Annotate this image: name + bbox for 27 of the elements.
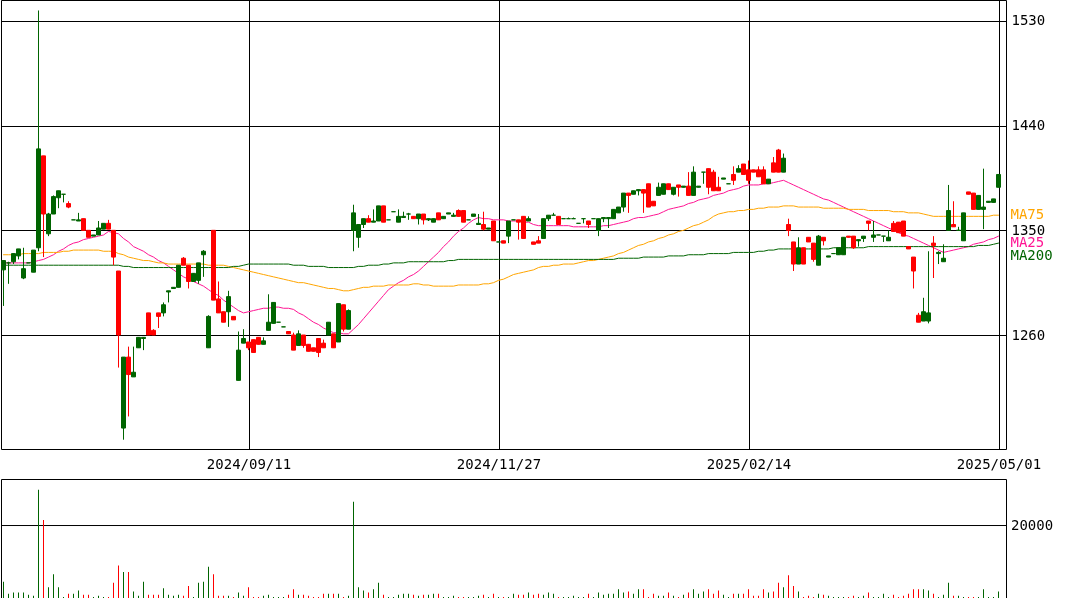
candlestick bbox=[951, 200, 956, 228]
candlestick bbox=[476, 213, 481, 225]
x-tick-label: 2024/09/11 bbox=[206, 455, 292, 472]
candlestick bbox=[686, 171, 691, 196]
candlestick bbox=[946, 184, 951, 231]
candlestick bbox=[226, 290, 231, 328]
y-tick-label: 1530 bbox=[1011, 12, 1046, 29]
y-tick-label: 1440 bbox=[1011, 117, 1046, 134]
candlestick bbox=[911, 256, 916, 289]
x-tick-label: 2025/02/14 bbox=[706, 455, 792, 472]
candlestick bbox=[791, 241, 796, 272]
x-tick-label: 2025/05/01 bbox=[956, 455, 1042, 472]
candlestick bbox=[126, 346, 131, 417]
candlestick bbox=[796, 236, 801, 265]
candlestick bbox=[931, 235, 936, 279]
candlestick bbox=[781, 153, 786, 173]
candlestick bbox=[506, 220, 511, 244]
candlestick bbox=[131, 346, 136, 378]
line-series bbox=[3, 205, 999, 292]
candlestick bbox=[731, 165, 736, 186]
candlestick bbox=[346, 308, 351, 330]
y-tick-label: 1260 bbox=[1011, 326, 1046, 343]
candlestick bbox=[626, 192, 631, 214]
text: 20000 bbox=[1011, 516, 1054, 533]
candlestick bbox=[491, 220, 496, 242]
x-tick-label: 2024/11/27 bbox=[456, 455, 542, 472]
series-label: MA75 bbox=[1010, 206, 1045, 223]
